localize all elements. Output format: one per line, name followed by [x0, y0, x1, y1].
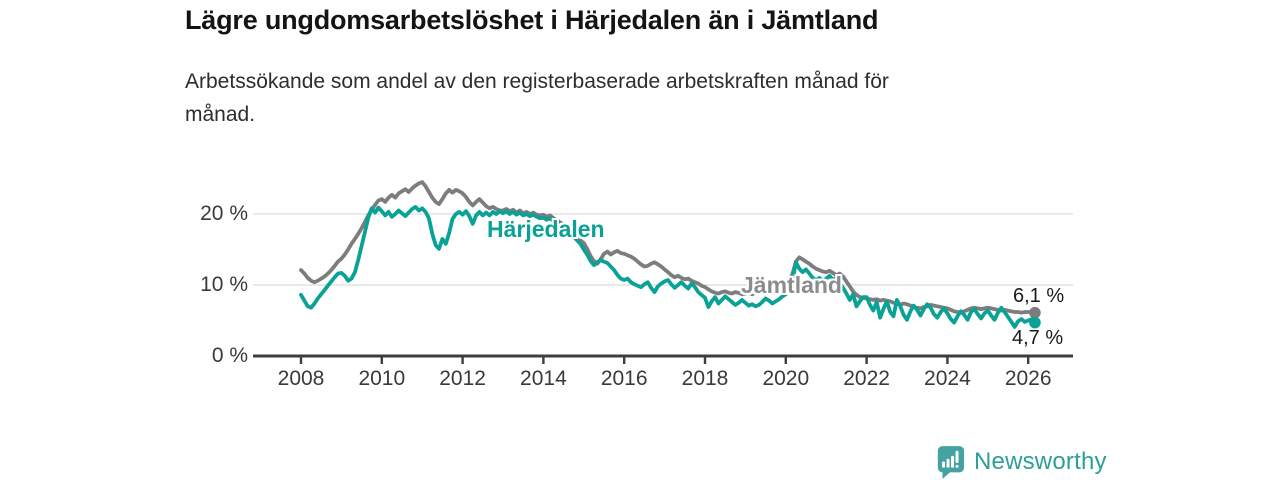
- series-line-jämtland: [299, 180, 1037, 315]
- y-tick-label-10: 10 %: [200, 273, 248, 296]
- end-value-label-harjedalen: 4,7 %: [1012, 327, 1064, 349]
- x-tick-label-2010: 2010: [358, 367, 406, 390]
- x-tick-label-2014: 2014: [520, 367, 567, 390]
- series-label-harjedalen: Härjedalen: [487, 216, 605, 242]
- subtitle-line-2: månad.: [185, 103, 256, 126]
- series-line-härjedalen: [299, 204, 1037, 329]
- x-tick-label-2008: 2008: [277, 367, 325, 390]
- x-tick-label-2024: 2024: [924, 367, 971, 390]
- y-tick-label-0: 0 %: [211, 344, 248, 367]
- page-title: Lägre ungdomsarbetslöshet i Härjedalen ä…: [185, 5, 879, 35]
- series-label-jamtland: Jämtland: [741, 272, 842, 298]
- newsworthy-brand-link[interactable]: Newsworthy: [935, 445, 1107, 479]
- series-end-dot-jämtland: [1029, 306, 1041, 319]
- x-tick-label-2012: 2012: [439, 367, 486, 390]
- x-tick-label-2018: 2018: [681, 367, 729, 390]
- x-tick-label-2026: 2026: [1004, 367, 1052, 390]
- newsworthy-logo-icon: [935, 445, 965, 479]
- x-tick-label-2016: 2016: [600, 367, 648, 390]
- x-tick-label-2020: 2020: [762, 367, 810, 390]
- x-tick-label-2022: 2022: [843, 367, 890, 390]
- subtitle-line-1: Arbetssökande som andel av den registerb…: [185, 70, 889, 93]
- end-value-label-jamtland: 6,1 %: [1013, 285, 1065, 307]
- newsworthy-brand-name: Newsworthy: [974, 448, 1107, 475]
- series-end-dot-härjedalen: [1029, 316, 1041, 329]
- y-tick-label-20: 20 %: [200, 202, 248, 225]
